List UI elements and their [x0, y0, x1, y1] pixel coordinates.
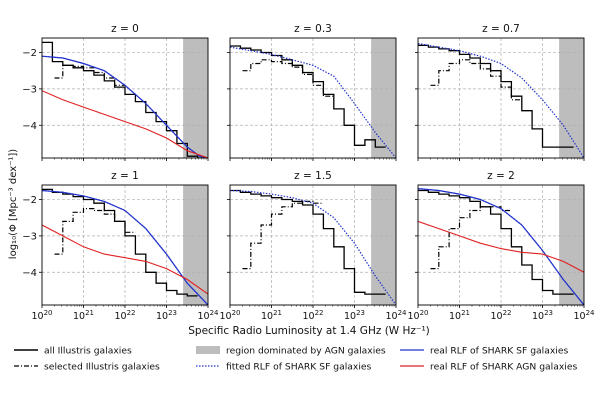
x-tick-label: 1023: [156, 309, 177, 322]
legend-label: real RLF of SHARK SF galaxies: [430, 346, 568, 357]
x-tick-label: 1023: [344, 309, 365, 322]
series-line-dashdot-black: [430, 206, 512, 270]
agn-region: [183, 185, 208, 305]
panel-title: z = 0.7: [482, 23, 520, 35]
series-line-dotted-blue: [230, 46, 396, 158]
panel-title: z = 1: [111, 170, 139, 182]
panel-title: z = 0.3: [294, 23, 332, 35]
series-line-dashdot-black: [242, 59, 334, 97]
panel-title: z = 1.5: [294, 170, 332, 182]
panel-data: [230, 38, 396, 158]
panel-5: z = 2 1020 1021 1022 1023 1024: [407, 170, 595, 322]
series-line-dashdot-black: [54, 208, 136, 255]
legend-label: all Illustris galaxies: [44, 346, 132, 357]
legend-item: real RLF of SHARK AGN galaxies: [400, 362, 577, 373]
legend-item: selected Illustris galaxies: [14, 362, 160, 373]
series-line-solid-red: [418, 220, 584, 273]
panel-1: z = 0.3: [227, 23, 397, 161]
y-axis-label: log₁₀(Φ [Mpc⁻³ dex⁻¹]): [8, 149, 19, 259]
panel-3: z = 1 −2 −3 −4 1020 1021 1022 1023 1024: [22, 170, 219, 322]
panel-0: z = 0 −2 −3 −4: [22, 23, 209, 161]
x-tick-label: 1021: [73, 309, 94, 322]
series-line-dotted-blue: [418, 42, 584, 158]
x-tick-label: 1020: [31, 309, 52, 322]
agn-region: [183, 38, 208, 158]
legend-label: selected Illustris galaxies: [44, 362, 160, 373]
x-tick-label: 1022: [114, 309, 135, 322]
series-line-solid-black: [418, 44, 574, 148]
x-tick-label: 1020: [407, 309, 428, 322]
panels-group: z = 0 −2 −3 −4 z = 0.3 z = 0.7 z = 1 −2 −3 −4 1020…: [22, 23, 595, 322]
legend-item: real RLF of SHARK SF galaxies: [400, 346, 568, 357]
x-tick-label: 1021: [261, 309, 282, 322]
y-tick-label: −2: [22, 48, 37, 59]
panel-4: z = 1.5 1020 1021 1022 1023 1024: [219, 170, 407, 322]
y-tick-label: −2: [22, 195, 37, 206]
x-tick-label: 1020: [219, 309, 240, 322]
series-line-solid-blue: [418, 188, 584, 305]
y-tick-label: −4: [22, 121, 37, 132]
agn-region: [371, 185, 396, 305]
y-tick-label: −3: [22, 231, 37, 242]
series-line-solid-black: [230, 189, 386, 295]
x-tick-label: 1024: [197, 309, 219, 322]
legend-item: region dominated by AGN galaxies: [196, 346, 386, 357]
series-line-solid-red: [42, 224, 208, 295]
legend-label: region dominated by AGN galaxies: [226, 346, 386, 357]
x-tick-label: 1024: [385, 309, 407, 322]
x-tick-label: 1021: [449, 309, 470, 322]
legend-swatch: [196, 346, 220, 354]
series-line-dashdot-black: [54, 64, 125, 86]
series-line-dashdot-black: [430, 59, 522, 101]
y-tick-label: −3: [22, 84, 37, 95]
legend-item: fitted RLF of SHARK SF galaxies: [196, 362, 372, 373]
panel-data: [418, 38, 584, 158]
agn-region: [559, 38, 584, 158]
legend: all Illustris galaxies selected Illustris…: [14, 346, 577, 373]
series-line-solid-red: [42, 90, 208, 158]
panel-title: z = 0: [111, 23, 139, 35]
panel-data: [418, 185, 584, 305]
series-line-solid-blue: [42, 55, 208, 158]
x-tick-label: 1024: [573, 309, 595, 322]
series-line-dotted-blue: [230, 189, 396, 305]
panel-title: z = 2: [487, 170, 515, 182]
y-tick-label: −4: [22, 268, 37, 279]
legend-label: fitted RLF of SHARK SF galaxies: [226, 362, 372, 373]
x-tick-label: 1022: [490, 309, 511, 322]
agn-region: [371, 38, 396, 158]
x-tick-label: 1023: [532, 309, 553, 322]
panel-data: [230, 185, 396, 305]
series-line-solid-black: [230, 45, 386, 148]
x-axis-label: Specific Radio Luminosity at 1.4 GHz (W …: [188, 325, 430, 337]
panel-data: [42, 185, 208, 305]
x-tick-label: 1022: [302, 309, 323, 322]
panel-data: [42, 38, 208, 158]
series-line-solid-black: [418, 189, 574, 295]
series-line-solid-blue: [42, 189, 208, 305]
panel-2: z = 0.7: [415, 23, 585, 161]
legend-label: real RLF of SHARK AGN galaxies: [430, 362, 577, 373]
agn-region: [559, 185, 584, 305]
legend-item: all Illustris galaxies: [14, 346, 132, 357]
